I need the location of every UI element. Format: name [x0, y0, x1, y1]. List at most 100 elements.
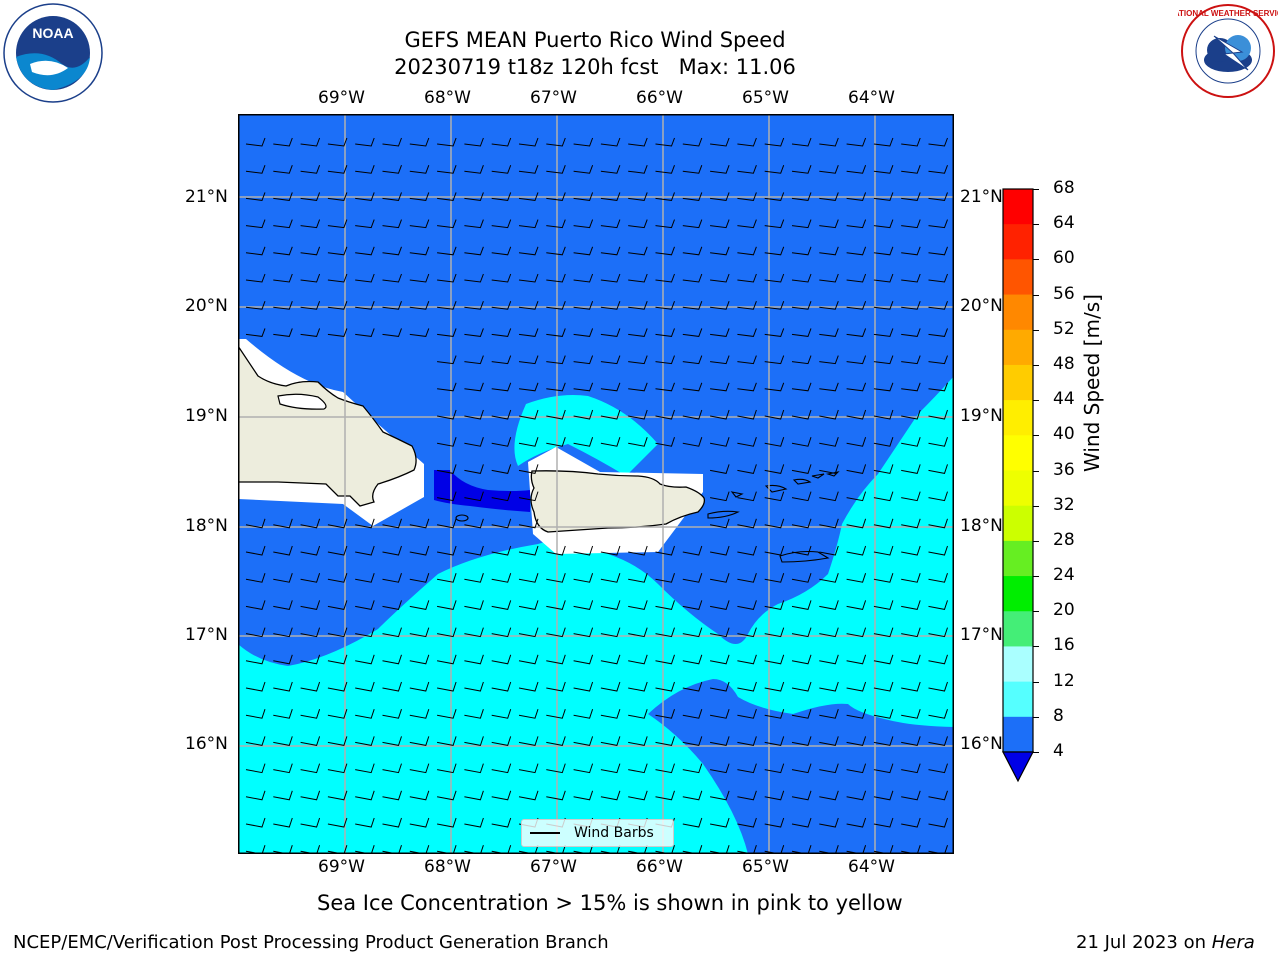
wind-barb [791, 573, 812, 583]
wind-barb [355, 681, 375, 692]
map-legend: Wind Barbs [521, 819, 674, 847]
wind-barb [464, 627, 484, 638]
wind-barb [764, 328, 785, 337]
wind-barb [628, 137, 648, 147]
colorbar-tick-label: 44 [1053, 389, 1075, 410]
wind-barb [710, 219, 730, 229]
wind-barb [327, 573, 348, 583]
wind-barb [873, 491, 894, 502]
wind-barb [491, 192, 512, 201]
wind-barb [928, 790, 948, 801]
colorbar-segment [1003, 716, 1033, 753]
svg-text:NOAA: NOAA [32, 25, 73, 41]
wind-barb [382, 328, 402, 337]
wind-barb [300, 328, 321, 337]
wind-barb [546, 165, 566, 174]
wind-barb [873, 573, 894, 583]
wind-barb [327, 219, 348, 229]
wind-barb [600, 409, 621, 420]
wind-barb [573, 681, 594, 692]
wind-barb [901, 437, 921, 447]
wind-barb [491, 709, 512, 719]
wind-barb [600, 137, 621, 147]
wind-barb [928, 518, 948, 529]
wind-barb [546, 545, 566, 556]
footer-date: 21 Jul 2023 on Hera [1076, 932, 1255, 953]
wind-barb [628, 409, 648, 420]
wind-barb [873, 736, 894, 746]
wind-barb [464, 246, 484, 256]
colorbar-tick-label: 36 [1053, 459, 1075, 480]
wind-barb [382, 736, 402, 746]
wind-barb [873, 763, 894, 774]
lon-label: 64°W [848, 857, 895, 877]
wind-barb [737, 736, 757, 746]
wind-speed-map [238, 114, 954, 854]
wind-barb [846, 573, 867, 583]
wind-barb [655, 328, 675, 337]
wind-barb [737, 355, 757, 365]
wind-barb [819, 709, 839, 719]
colorbar-segment [1003, 646, 1033, 683]
colorbar-segment [1003, 505, 1033, 542]
wind-barb [409, 518, 430, 529]
wind-barb [327, 709, 348, 719]
wind-barb [464, 192, 484, 201]
wind-barb [764, 518, 785, 529]
wind-barb [682, 409, 703, 420]
wind-barb [518, 192, 539, 201]
wind-barb [737, 845, 757, 854]
wind-barb [901, 763, 921, 774]
wind-barb [846, 627, 867, 638]
wind-barb [245, 654, 266, 665]
wind-barb [600, 790, 621, 801]
wind-barb [901, 573, 921, 583]
wind-barb [764, 545, 785, 556]
wind-barb [764, 409, 785, 420]
wind-barb [928, 355, 948, 365]
colorbar-tick [1033, 400, 1039, 402]
wind-barb [846, 464, 867, 474]
colorbar-tick [1033, 752, 1039, 753]
wind-barb [655, 600, 675, 610]
wind-barb [791, 763, 812, 774]
wind-barb [273, 545, 293, 556]
wind-barb [518, 600, 539, 610]
wind-barb [710, 681, 730, 692]
wind-barb [491, 627, 512, 638]
wind-barb [518, 790, 539, 801]
wind-barb [573, 627, 594, 638]
wind-barb [655, 409, 675, 420]
wind-barb [300, 545, 321, 556]
wind-barb [655, 165, 675, 174]
wind-barb [873, 709, 894, 719]
wind-barb [928, 328, 948, 337]
wind-barb [737, 790, 757, 801]
wind-barb [764, 491, 785, 502]
wind-barb [819, 382, 839, 392]
wind-barb [382, 654, 402, 665]
wind-barb [901, 681, 921, 692]
wind-barb [791, 246, 812, 256]
wind-barb [382, 709, 402, 719]
wind-barb [245, 246, 266, 256]
wind-barb [655, 246, 675, 256]
wind-barb [655, 709, 675, 719]
wind-barb [710, 192, 730, 201]
wind-barb [573, 573, 594, 583]
wind-barb [437, 545, 457, 556]
wind-barb [409, 600, 430, 610]
wind-barb [464, 573, 484, 583]
wind-barb [600, 165, 621, 174]
wind-barb [873, 246, 894, 256]
wind-barb [409, 137, 430, 147]
wind-barb [300, 518, 321, 529]
wind-barb [901, 654, 921, 665]
wind-barb [464, 219, 484, 229]
wind-barb [300, 627, 321, 638]
colorbar-tick [1033, 505, 1039, 507]
wind-barb [273, 328, 293, 337]
wind-barb [546, 654, 566, 665]
wind-barb [518, 219, 539, 229]
wind-barb [300, 654, 321, 665]
